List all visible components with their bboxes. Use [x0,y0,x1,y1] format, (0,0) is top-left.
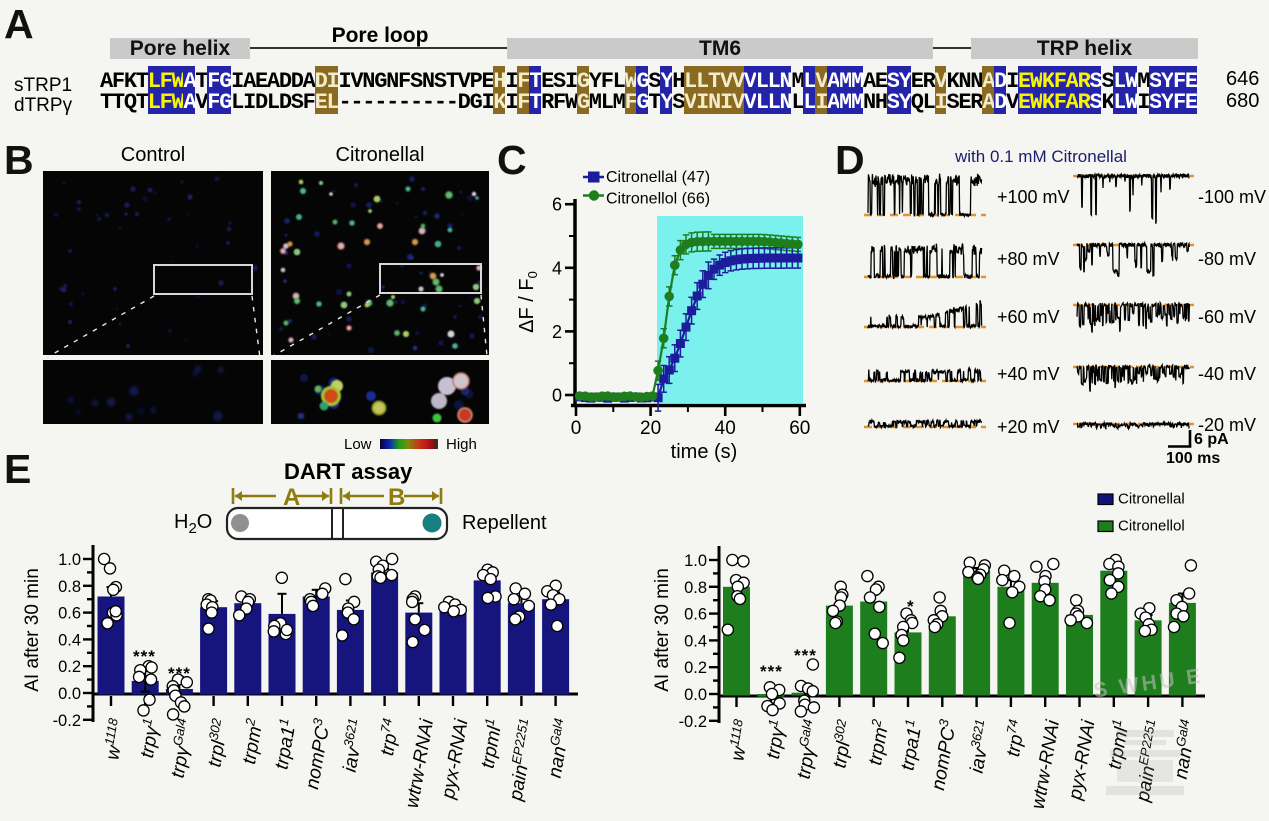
svg-text:ΔF / F0: ΔF / F0 [516,271,540,333]
svg-text:20: 20 [640,418,661,439]
svg-text:0: 0 [571,418,582,439]
svg-text:0.2: 0.2 [684,659,707,677]
svg-text:Citronellol (66): Citronellol (66) [606,191,710,208]
svg-text:time (s): time (s) [671,441,738,463]
svg-text:-0.2: -0.2 [53,712,81,730]
svg-text:0: 0 [552,386,562,406]
svg-text:1.0: 1.0 [58,551,81,569]
svg-text:4: 4 [552,258,562,278]
svg-text:60: 60 [789,418,810,439]
svg-text:0.8: 0.8 [684,579,707,597]
svg-text:2: 2 [552,322,562,342]
svg-text:40: 40 [715,418,736,439]
svg-text:0.8: 0.8 [58,578,81,596]
svg-text:0.0: 0.0 [58,685,81,703]
svg-text:0.6: 0.6 [684,606,707,624]
svg-text:0.0: 0.0 [684,686,707,704]
svg-text:1.0: 1.0 [684,552,707,570]
svg-text:6: 6 [552,195,562,215]
svg-text:0.4: 0.4 [58,631,81,649]
svg-text:0.2: 0.2 [58,658,81,676]
svg-text:A: A [283,484,300,511]
svg-text:0.6: 0.6 [58,605,81,623]
svg-text:Citronellol: Citronellol [1118,518,1185,535]
svg-text:B: B [388,484,405,511]
svg-text:Citronellal: Citronellal [1118,491,1185,508]
svg-text:Citronellal (47): Citronellal (47) [606,169,710,186]
svg-text:0.4: 0.4 [684,632,707,650]
svg-text:-0.2: -0.2 [679,713,707,731]
